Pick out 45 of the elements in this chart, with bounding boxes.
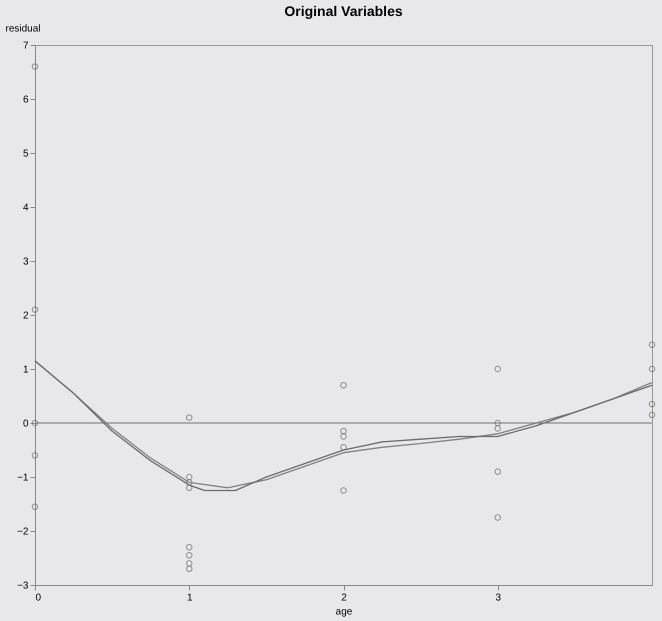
point [186,544,192,550]
point [340,444,347,451]
point [32,503,38,510]
y-tick-label: 7 [22,40,29,52]
point [648,366,656,372]
point [494,366,501,372]
y-tick-label: −1 [17,472,29,484]
y-tick-label: −2 [17,526,29,538]
point [340,487,347,494]
x-tick-label: 1 [186,592,193,604]
point [186,560,192,567]
point [340,382,347,388]
point [494,514,501,521]
point [186,414,192,421]
y-tick-label: 3 [22,256,29,268]
y-tick-label: 0 [22,418,29,430]
y-axis-title: residual [6,24,41,34]
point [186,479,192,486]
y-tick-label: 6 [22,94,29,106]
x-tick-label: 2 [341,592,348,604]
x-axis-title: age [336,606,353,618]
point [186,474,192,480]
y-tick-label: 4 [22,202,29,214]
point [32,452,38,459]
point [340,433,347,440]
point [186,552,192,559]
y-tick-label: −3 [17,580,29,592]
chart-title: Original Variables [284,3,403,19]
point [32,420,38,426]
point [494,420,501,426]
point [186,566,192,572]
point [648,341,656,348]
y-tick-label: 2 [22,310,29,322]
point [648,412,656,418]
x-tick-label: 0 [36,592,42,604]
point [32,63,38,70]
point [32,306,38,313]
point [648,400,656,408]
point [494,425,501,432]
point [186,484,192,492]
y-tick-label: 1 [22,364,29,376]
point [494,468,501,475]
x-tick-label: 3 [495,592,502,604]
point [340,428,347,434]
y-tick-label: 5 [22,148,29,160]
